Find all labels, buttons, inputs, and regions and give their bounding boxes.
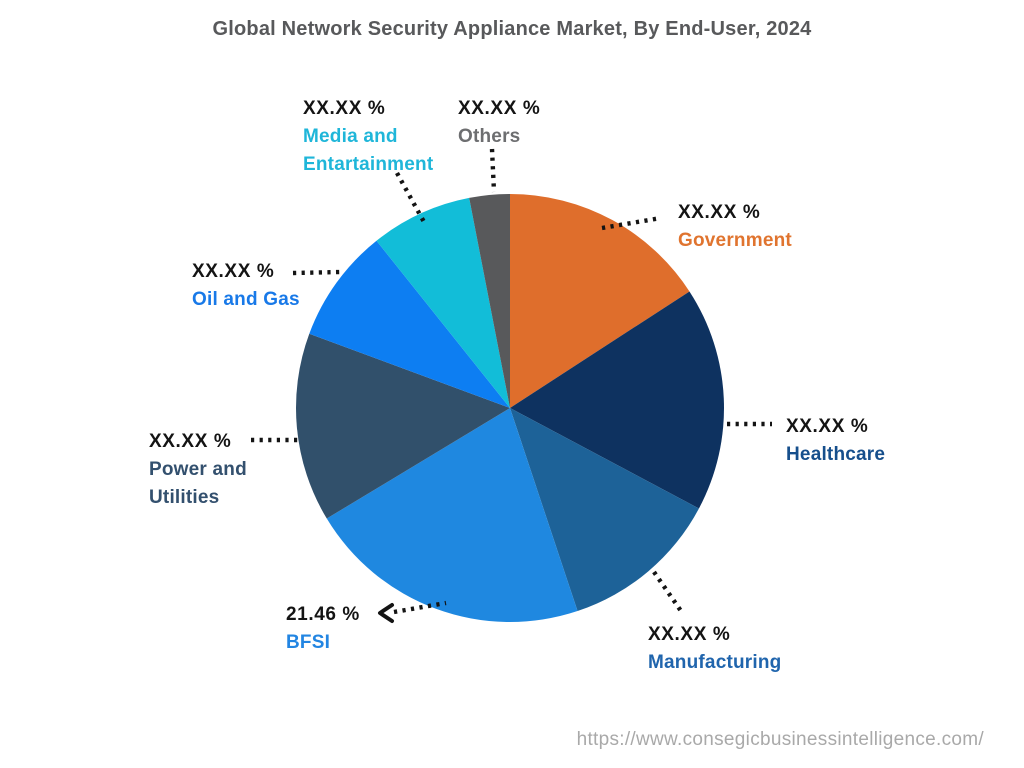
slice-name: Manufacturing [648, 652, 782, 673]
bfsi-arrowhead-icon [378, 603, 394, 623]
slice-name: Oil and Gas [192, 289, 300, 310]
slice-value: XX.XX % [303, 98, 386, 119]
leader-line-government [601, 215, 662, 231]
slice-label-oil-and-gas: XX.XX % Oil and Gas [192, 258, 300, 314]
pie-slice-media-and-entartainment [376, 197, 510, 408]
slice-name: Entartainment [303, 154, 434, 175]
slice-label-manufacturing: XX.XX % Manufacturing [648, 621, 782, 677]
slice-name: BFSI [286, 632, 331, 653]
pie-slice-manufacturing [510, 408, 699, 612]
leader-line-manufacturing [652, 570, 683, 613]
source-url: https://www.consegicbusinessintelligence… [576, 729, 984, 750]
chart-title: Global Network Security Appliance Market… [212, 18, 812, 40]
slice-name: Others [458, 126, 521, 147]
pie-slice-power-and-utilities [295, 333, 510, 519]
leader-line-bfsi [393, 600, 447, 615]
slice-label-media-and-entartainment: XX.XX % Media and Entartainment [303, 95, 433, 179]
pie-slice-oil-and-gas [309, 240, 510, 408]
slice-value: XX.XX % [678, 202, 761, 223]
leader-line-oil-and-gas [292, 269, 342, 276]
slice-name: Government [678, 230, 792, 251]
leader-line-media-and-entartainment [395, 171, 426, 224]
slice-label-government: XX.XX % Government [678, 199, 792, 255]
slice-label-healthcare: XX.XX % Healthcare [786, 413, 885, 469]
pie-slice-bfsi [326, 408, 578, 623]
pie-slice-others [469, 194, 510, 408]
slice-value: XX.XX % [786, 416, 869, 437]
leader-line-others [489, 148, 497, 193]
slice-value: XX.XX % [648, 624, 731, 645]
slice-name: Healthcare [786, 444, 886, 465]
slice-value: 21.46 % [286, 604, 360, 625]
slice-value: XX.XX % [192, 261, 275, 282]
slice-label-bfsi: 21.46 % BFSI [286, 601, 360, 657]
slice-name: Media and [303, 126, 398, 147]
slice-value: XX.XX % [149, 431, 232, 452]
pie-slice-government [510, 194, 690, 408]
pie-slice-healthcare [510, 291, 725, 509]
slice-value: XX.XX % [458, 98, 541, 119]
slice-label-others: XX.XX % Others [458, 95, 540, 151]
slice-name: Power and [149, 459, 247, 480]
slice-label-power-and-utilities: XX.XX % Power and Utilities [149, 428, 247, 512]
slice-name: Utilities [149, 487, 220, 508]
